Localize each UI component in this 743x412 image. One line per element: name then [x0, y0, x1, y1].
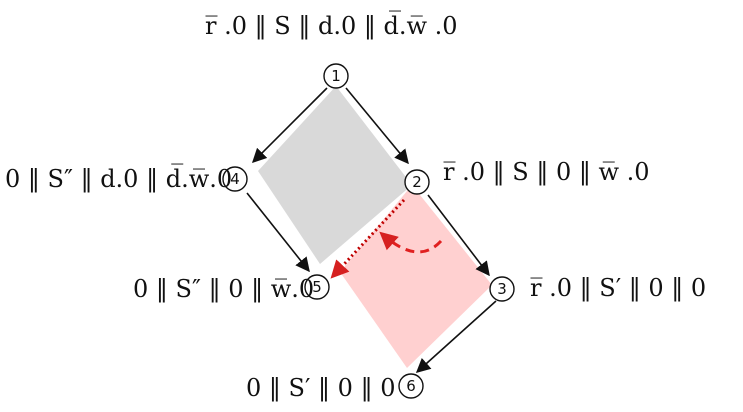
- arrow-2-to-3: [427, 194, 490, 277]
- node-2: 2: [404, 169, 430, 195]
- node-4-number: 4: [230, 170, 240, 188]
- node-5: 5: [304, 274, 330, 300]
- state-label-4: 0 ‖ S″ ‖ d.0 ‖ d̅.w̅.0: [5, 164, 232, 194]
- arrow-1-to-2: [345, 87, 409, 165]
- arrow-4-to-5: [246, 192, 310, 273]
- node-3-number: 3: [497, 280, 507, 298]
- state-label-5: 0 ‖ S″ ‖ 0 ‖ w̅.0: [133, 275, 314, 304]
- node-6-number: 6: [406, 377, 416, 395]
- node-1: 1: [323, 63, 349, 89]
- node-2-number: 2: [412, 173, 422, 191]
- arrow-1-to-4: [251, 87, 328, 164]
- right-region-pink: [340, 185, 492, 368]
- node-6: 6: [398, 373, 424, 399]
- node-4: 4: [222, 166, 248, 192]
- node-1-number: 1: [331, 67, 341, 85]
- state-label-1: r̅ .0 ‖ S ‖ d.0 ‖ d̅.w̅ .0: [205, 11, 458, 41]
- arrow-3-to-6: [415, 300, 497, 373]
- state-label-2: r̅ .0 ‖ S ‖ 0 ‖ w̅ .0: [443, 158, 650, 187]
- state-label-6: 0 ‖ S′ ‖ 0 ‖ 0: [246, 374, 395, 403]
- state-label-3: r̅ .0 ‖ S′ ‖ 0 ‖ 0: [530, 274, 706, 303]
- node-5-number: 5: [312, 278, 322, 296]
- curved-dashed-arrow: [379, 231, 443, 254]
- node-3: 3: [489, 276, 515, 302]
- dotted-arrow-2-to-5: [330, 198, 406, 279]
- left-region-gray: [258, 86, 412, 264]
